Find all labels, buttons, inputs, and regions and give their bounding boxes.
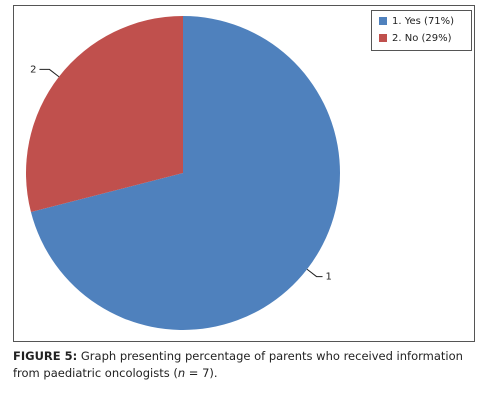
legend-label: 2. No (29%): [392, 33, 452, 44]
pie-slice: [25, 16, 183, 213]
caption-text: = 7).: [185, 366, 218, 380]
slice-label: 1: [326, 272, 332, 283]
caption-text: Graph presenting percentage of parents w…: [13, 349, 463, 380]
leader-line: [306, 268, 323, 278]
chart: 1 2 1. Yes (71%) 2. No (29%): [13, 5, 475, 342]
legend-label: 1. Yes (71%): [392, 16, 454, 27]
legend-box: [371, 10, 472, 51]
pie-slice: [30, 16, 341, 330]
slice-label: 2: [30, 64, 36, 75]
legend-swatch: [379, 34, 387, 42]
leader-line: [39, 68, 60, 78]
caption-italic: n: [177, 366, 186, 380]
chart-border: [13, 5, 475, 342]
caption-label: FIGURE 5:: [13, 349, 78, 363]
legend-swatch: [379, 17, 387, 25]
caption: FIGURE 5: Graph presenting percentage of…: [13, 348, 475, 382]
